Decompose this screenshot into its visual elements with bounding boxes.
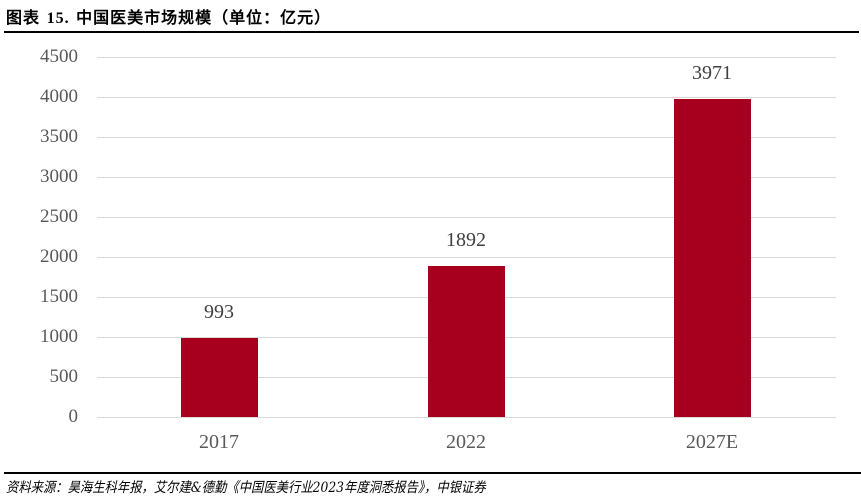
bar-2017 [180, 337, 258, 417]
gridline [97, 257, 836, 258]
y-axis-tick-label: 1000 [40, 326, 78, 347]
gridline [97, 57, 836, 58]
gridline [97, 417, 836, 418]
figure-label: 图表 [6, 8, 41, 27]
y-axis-tick-label: 2000 [40, 246, 78, 267]
bar-chart: 0 500 1000 1500 2000 2500 3000 3500 4000 4500 993 2… [40, 46, 836, 453]
y-axis-tick-label: 0 [68, 406, 79, 427]
data-label: 1892 [446, 228, 486, 251]
gridline [97, 97, 836, 98]
y-axis-tick-label: 4000 [40, 86, 78, 107]
y-axis-tick-label: 3500 [40, 126, 78, 147]
figure-number: 15. [46, 10, 70, 27]
bar-2027e [673, 99, 751, 417]
x-axis-tick-label: 2022 [446, 431, 486, 453]
figure-title: 图表 15. 中国医美市场规模（单位：亿元） [6, 4, 331, 28]
y-axis-tick-label: 500 [49, 366, 79, 387]
figure-title-text: 中国医美市场规模（单位：亿元） [76, 8, 332, 27]
bar-2022 [427, 265, 505, 417]
gridline [97, 177, 836, 178]
data-label: 3971 [692, 62, 732, 85]
y-axis-tick-label: 3000 [40, 166, 78, 187]
gridline [97, 217, 836, 218]
y-axis-tick-label: 2500 [40, 206, 78, 227]
source-note: 资料来源：昊海生科年报，艾尔建&德勤《中国医美行业2023年度洞悉报告》，中银证… [6, 480, 486, 496]
x-axis-tick-label: 2027E [685, 431, 739, 453]
y-axis-tick-label: 4500 [40, 46, 78, 67]
x-axis-tick-label: 2017 [199, 431, 239, 453]
y-axis-tick-label: 1500 [40, 286, 78, 307]
gridline [97, 137, 836, 138]
footer-divider [4, 472, 861, 474]
title-divider [4, 31, 859, 33]
data-label: 993 [204, 300, 234, 323]
